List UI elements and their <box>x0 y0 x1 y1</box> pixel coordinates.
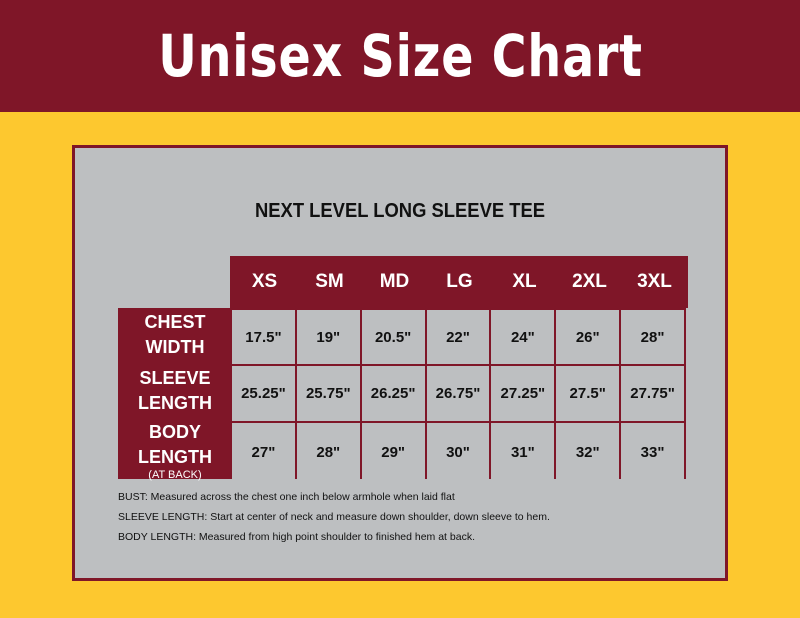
size-header: XL <box>512 271 537 292</box>
table-cell: 31" <box>491 423 555 481</box>
table-cell: 20.5" <box>361 310 425 364</box>
title-banner: Unisex Size Chart <box>0 0 800 112</box>
product-name: NEXT LEVEL LONG SLEEVE TEE <box>254 200 546 222</box>
note-body: BODY LENGTH: Measured from high point sh… <box>118 531 475 543</box>
size-table: 17.5" 19" 20.5" 22" 24" 26" 28" 25.25" 25.75" 26.… <box>232 308 686 481</box>
table-cell: 27.25" <box>491 366 555 421</box>
table-cell: 19" <box>296 310 360 364</box>
size-header: 3XL <box>637 271 672 292</box>
table-cell: 27.75" <box>621 366 684 421</box>
size-header: LG <box>446 271 473 292</box>
row-label-body: BODY LENGTH (AT BACK) <box>138 422 212 481</box>
size-header: 2XL <box>572 271 607 292</box>
table-cell: 26" <box>556 310 620 364</box>
table-cell: 24" <box>491 310 555 364</box>
note-sleeve: SLEEVE LENGTH: Start at center of neck a… <box>118 511 550 523</box>
table-cell: 27.5" <box>556 366 620 421</box>
table-cell: 27" <box>232 423 295 481</box>
size-chart-panel: NEXT LEVEL LONG SLEEVE TEE XS SM MD LG XL 2XL… <box>72 145 728 581</box>
size-header: MD <box>379 271 410 292</box>
table-cell: 25.25" <box>232 366 295 421</box>
table-cell: 30" <box>426 423 490 481</box>
row-label-sleeve: SLEEVE LENGTH <box>138 368 212 413</box>
table-cell: 22" <box>426 310 490 364</box>
table-cell: 29" <box>361 423 425 481</box>
table-cell: 33" <box>621 423 684 481</box>
table-cell: 26.75" <box>426 366 490 421</box>
table-cell: 28" <box>621 310 684 364</box>
row-labels: CHEST WIDTH SLEEVE LENGTH BODY LENGTH (AT BA… <box>118 308 232 481</box>
table-cell: 17.5" <box>232 310 295 364</box>
table-cell: 26.25" <box>361 366 425 421</box>
note-bust: BUST: Measured across the chest one inch… <box>118 491 455 503</box>
measurement-notes: BUST: Measured across the chest one inch… <box>118 491 550 551</box>
size-header: SM <box>315 271 344 292</box>
size-header-row: XS SM MD LG XL 2XL 3XL <box>230 256 688 308</box>
table-cell: 32" <box>556 423 620 481</box>
table-cell: 25.75" <box>296 366 360 421</box>
size-header: XS <box>251 271 278 292</box>
table-cell: 28" <box>296 423 360 481</box>
row-label-chest: CHEST WIDTH <box>144 312 206 357</box>
page-title: Unisex Size Chart <box>157 22 643 90</box>
